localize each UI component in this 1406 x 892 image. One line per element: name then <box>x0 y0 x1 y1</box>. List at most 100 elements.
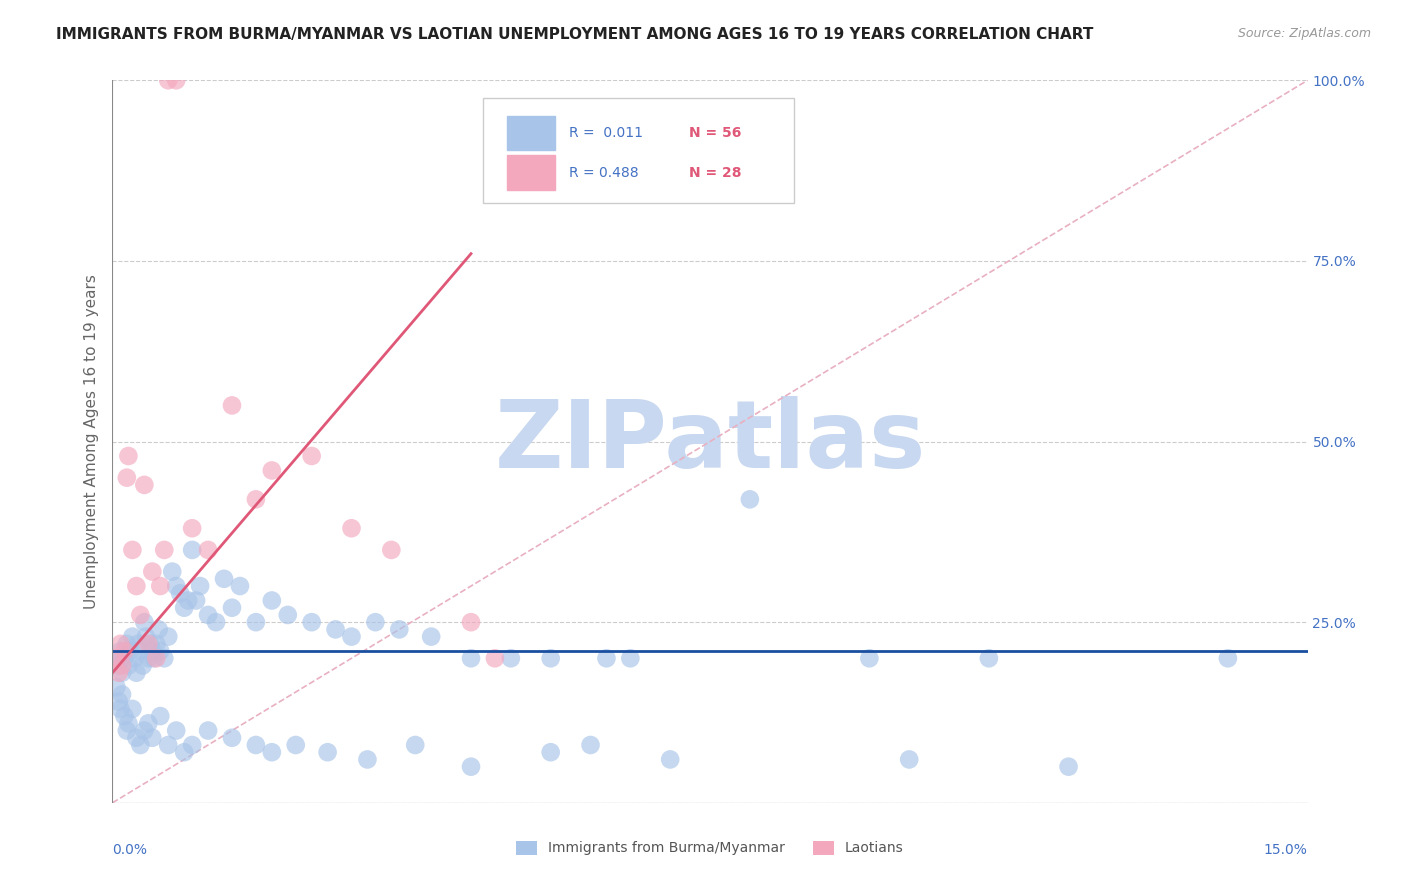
Point <box>145 651 167 665</box>
Point <box>115 723 138 738</box>
Point <box>121 542 143 557</box>
Point <box>340 521 363 535</box>
Point <box>277 607 299 622</box>
Text: IMMIGRANTS FROM BURMA/MYANMAR VS LAOTIAN UNEMPLOYMENT AMONG AGES 16 TO 19 YEARS : IMMIGRANTS FROM BURMA/MYANMAR VS LAOTIAN… <box>56 27 1094 42</box>
Point <box>134 478 156 492</box>
Point <box>135 630 157 644</box>
Point <box>260 593 283 607</box>
Point <box>977 651 1000 665</box>
Point <box>229 579 252 593</box>
Point <box>301 615 323 630</box>
Point <box>260 463 283 477</box>
Point <box>181 738 204 752</box>
Point <box>1216 651 1239 665</box>
Text: 15.0%: 15.0% <box>1264 843 1308 856</box>
Point <box>138 716 160 731</box>
Point <box>125 665 148 680</box>
Point <box>460 615 482 630</box>
Point <box>149 579 172 593</box>
Point <box>149 709 172 723</box>
Point <box>111 687 134 701</box>
Point <box>460 651 482 665</box>
Point <box>898 752 921 766</box>
Point <box>212 572 235 586</box>
Point <box>149 644 172 658</box>
Point <box>110 637 132 651</box>
Point <box>484 651 506 665</box>
Point <box>1057 760 1080 774</box>
Point <box>114 709 135 723</box>
Point <box>108 695 131 709</box>
Point <box>181 521 204 535</box>
Point <box>388 623 411 637</box>
Point <box>142 651 165 665</box>
FancyBboxPatch shape <box>508 155 554 190</box>
Point <box>197 607 219 622</box>
Point <box>260 745 283 759</box>
Point <box>221 731 243 745</box>
Point <box>114 644 135 658</box>
Point <box>420 630 443 644</box>
Point <box>125 731 148 745</box>
Text: 0.0%: 0.0% <box>112 843 148 856</box>
Point <box>117 449 139 463</box>
Point <box>145 637 167 651</box>
Point <box>858 651 880 665</box>
Point <box>153 542 176 557</box>
Point <box>111 665 134 680</box>
Point <box>181 542 204 557</box>
Point <box>127 637 149 651</box>
Point <box>129 738 152 752</box>
Point <box>162 565 183 579</box>
Point <box>139 637 162 651</box>
Point <box>114 651 135 665</box>
Point <box>121 630 143 644</box>
Point <box>141 644 163 658</box>
Point <box>129 644 152 658</box>
Point <box>138 637 160 651</box>
Point <box>115 471 138 485</box>
Point <box>364 615 387 630</box>
Legend: Immigrants from Burma/Myanmar, Laotians: Immigrants from Burma/Myanmar, Laotians <box>510 835 910 861</box>
Point <box>245 738 267 752</box>
Point <box>205 615 228 630</box>
Point <box>619 651 641 665</box>
Point <box>111 658 134 673</box>
Point <box>165 73 187 87</box>
Point <box>157 738 180 752</box>
Point <box>173 600 195 615</box>
Point <box>177 593 200 607</box>
Point <box>356 752 378 766</box>
Point <box>141 731 163 745</box>
Y-axis label: Unemployment Among Ages 16 to 19 years: Unemployment Among Ages 16 to 19 years <box>83 274 98 609</box>
Point <box>245 492 267 507</box>
Point <box>115 637 138 651</box>
Point <box>659 752 682 766</box>
Point <box>117 658 139 673</box>
Text: Source: ZipAtlas.com: Source: ZipAtlas.com <box>1237 27 1371 40</box>
Point <box>105 680 128 694</box>
Point <box>540 745 562 759</box>
Text: R =  0.011: R = 0.011 <box>569 126 643 140</box>
Point <box>157 630 180 644</box>
Text: R = 0.488: R = 0.488 <box>569 166 638 180</box>
Point <box>325 623 347 637</box>
Point <box>105 651 128 665</box>
Point <box>579 738 602 752</box>
Point <box>301 449 323 463</box>
Point <box>134 723 156 738</box>
Point <box>188 579 211 593</box>
Point <box>460 760 482 774</box>
Point <box>595 651 617 665</box>
Point <box>738 492 761 507</box>
Point <box>141 565 163 579</box>
Point <box>173 745 195 759</box>
Point <box>186 593 208 607</box>
Point <box>108 665 131 680</box>
Point <box>118 644 141 658</box>
Point <box>197 723 219 738</box>
Point <box>169 586 191 600</box>
Point <box>125 579 148 593</box>
Point <box>124 651 146 665</box>
Point <box>316 745 339 759</box>
